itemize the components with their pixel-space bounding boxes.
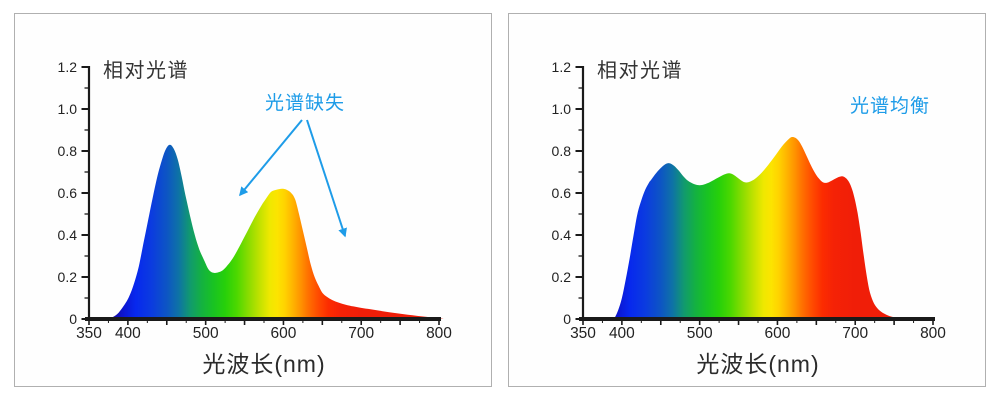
y-tick-label: 0.6 <box>552 185 572 201</box>
plot-title: 相对光谱 <box>103 60 189 82</box>
y-tick-label: 0.2 <box>552 269 572 285</box>
y-tick-label: 0.8 <box>552 143 572 159</box>
y-tick-label: 0.6 <box>58 185 78 201</box>
y-tick-label: 0 <box>69 311 77 327</box>
x-axis-title: 光波长(nm) <box>696 351 820 377</box>
annotation-arrows <box>239 119 347 238</box>
x-tick-label: 800 <box>426 325 452 342</box>
y-tick-label: 0.8 <box>58 143 78 159</box>
x-tick-label: 600 <box>765 325 791 342</box>
x-tick-label: 700 <box>842 325 868 342</box>
plot-title: 相对光谱 <box>597 60 683 82</box>
y-tick-label: 0.4 <box>58 227 78 243</box>
spectrum-area <box>106 144 444 319</box>
x-axis: 350 400 500 600 700 800 <box>76 317 452 342</box>
y-tick-label: 1.0 <box>58 101 78 117</box>
annotation-arrow <box>239 119 303 197</box>
x-tick-label: 400 <box>115 325 141 342</box>
x-axis-title: 光波长(nm) <box>202 351 326 377</box>
x-tick-label: 500 <box>193 325 219 342</box>
y-axis: 0 0.2 0.4 0.6 0.8 1.0 1.2 <box>552 59 585 327</box>
chart-panel-missing-spectrum: 350 400 500 600 700 800 0 0.2 0.4 0.6 0.8 1.0 1.2 相对… <box>14 13 492 387</box>
y-tick-label: 0.4 <box>552 227 572 243</box>
spectrum-chart-left: 350 400 500 600 700 800 0 0.2 0.4 0.6 0.8 1.0 1.2 <box>58 59 453 342</box>
annotation-spectrum-missing: 光谱缺失 <box>265 93 346 114</box>
y-tick-label: 1.2 <box>58 59 78 75</box>
x-tick-label: 400 <box>609 325 635 342</box>
x-tick-label: 600 <box>271 325 297 342</box>
annotation-arrow <box>306 119 347 238</box>
spectrum-chart-right: 350 400 500 600 700 800 0 0.2 0.4 0.6 0.8 1.0 1.2 <box>552 59 947 342</box>
y-tick-label: 1.2 <box>552 59 572 75</box>
x-tick-label: 350 <box>76 325 102 342</box>
x-tick-label: 700 <box>348 325 374 342</box>
chart-panel-balanced-spectrum: 350 400 500 600 700 800 0 0.2 0.4 0.6 0.8 1.0 1.2 相对… <box>508 13 986 387</box>
y-axis: 0 0.2 0.4 0.6 0.8 1.0 1.2 <box>58 59 91 327</box>
x-tick-label: 800 <box>920 325 946 342</box>
x-tick-label: 500 <box>687 325 713 342</box>
x-axis: 350 400 500 600 700 800 <box>570 317 946 342</box>
annotation-spectrum-balanced: 光谱均衡 <box>850 96 931 117</box>
y-tick-label: 0 <box>563 311 571 327</box>
x-tick-label: 350 <box>570 325 596 342</box>
spectrum-area <box>614 136 905 319</box>
y-tick-label: 1.0 <box>552 101 572 117</box>
y-tick-label: 0.2 <box>58 269 78 285</box>
